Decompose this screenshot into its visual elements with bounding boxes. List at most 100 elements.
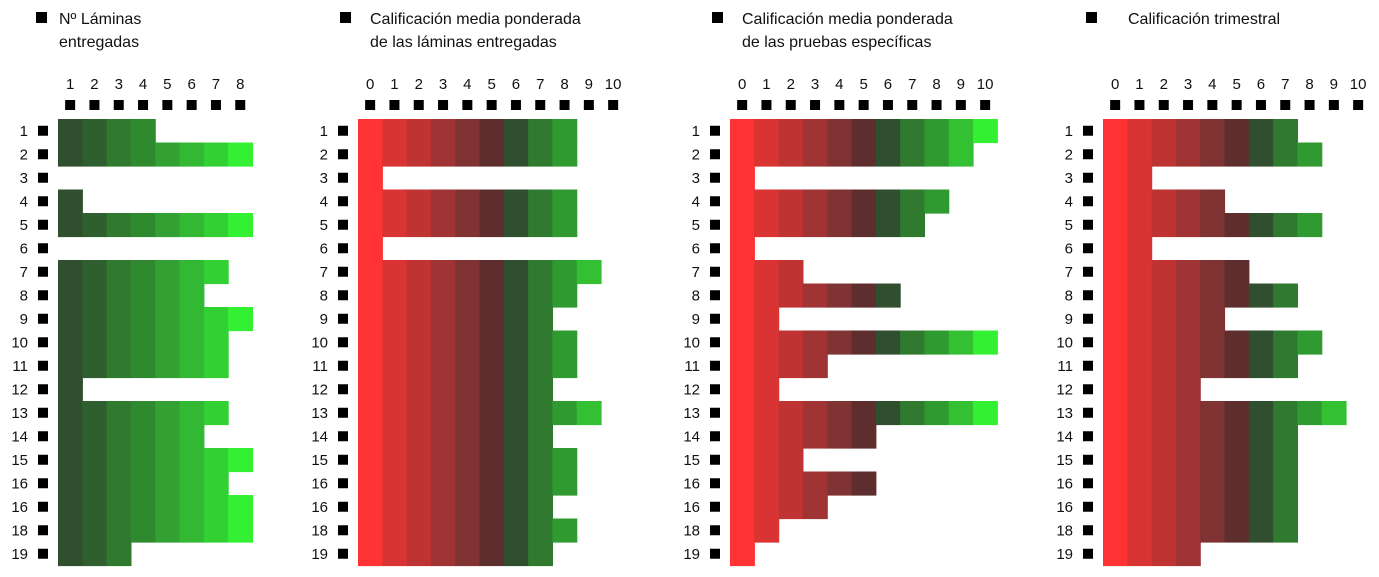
heatmap-cell [155, 354, 181, 379]
heatmap-cell [754, 424, 780, 449]
heatmap-cell [58, 260, 83, 285]
heatmap-cell [778, 213, 804, 238]
heatmap-cell [1224, 119, 1250, 144]
heatmap-cell [430, 213, 456, 238]
row-label: 16 [1056, 475, 1073, 492]
heatmap-cell [900, 119, 925, 144]
column-label: 3 [811, 76, 819, 93]
heatmap-cell [430, 471, 456, 496]
heatmap-cell [203, 330, 229, 355]
column-marker [413, 100, 424, 110]
heatmap-cell [1248, 495, 1274, 520]
heatmap-cell [455, 330, 481, 355]
column-marker [882, 100, 893, 110]
column-marker [761, 100, 772, 110]
column-marker [834, 100, 845, 110]
heatmap-cell [1273, 354, 1298, 379]
heatmap-cell [503, 424, 529, 449]
row-marker [38, 243, 48, 254]
row-marker [338, 384, 348, 395]
heatmap-cell [406, 401, 432, 426]
row-label: 13 [311, 405, 328, 422]
heatmap-cell [552, 471, 578, 496]
heatmap-cell [802, 495, 828, 520]
heatmap-cell [528, 377, 553, 402]
heatmap-cell [528, 307, 553, 332]
heatmap-cell [778, 330, 804, 355]
heatmap-cell [58, 213, 83, 238]
row-label: 9 [20, 311, 28, 328]
row-label: 5 [20, 217, 28, 234]
row-label: 2 [20, 146, 28, 163]
row-marker [1083, 407, 1093, 418]
heatmap-cell [1103, 283, 1128, 308]
row-marker [1083, 125, 1093, 136]
heatmap-cell [1248, 213, 1274, 238]
row-label: 13 [11, 405, 28, 422]
heatmap-cell [479, 142, 505, 167]
heatmap-cell [1103, 542, 1128, 567]
heatmap-cell [1200, 189, 1226, 214]
heatmap-cell [58, 542, 83, 567]
heatmap-cell [106, 471, 132, 496]
heatmap-cell [155, 283, 181, 308]
heatmap-cell [924, 330, 950, 355]
heatmap-cell [82, 424, 108, 449]
row-label: 16 [11, 499, 28, 516]
heatmap-cell [552, 260, 578, 285]
row-label: 10 [11, 334, 28, 351]
heatmap-cell [802, 283, 828, 308]
heatmap-cell [778, 401, 804, 426]
heatmap-cell [382, 260, 408, 285]
heatmap-cell [552, 142, 578, 167]
column-marker [608, 100, 619, 110]
heatmap-cell [730, 213, 755, 238]
heatmap-cell [406, 330, 432, 355]
panel-title-line: de las pruebas específicas [742, 34, 931, 51]
heatmap-cell [203, 213, 229, 238]
heatmap-cell [358, 236, 383, 261]
heatmap-cell [973, 119, 998, 144]
row-marker [710, 243, 720, 254]
heatmap-cell [106, 518, 132, 543]
heatmap-cell [730, 448, 755, 473]
row-marker [710, 384, 720, 395]
heatmap-cell [455, 142, 481, 167]
heatmap-cell [528, 283, 553, 308]
heatmap-cell [455, 213, 481, 238]
row-marker [338, 337, 348, 348]
heatmap-cell [455, 260, 481, 285]
heatmap-cell [179, 401, 205, 426]
heatmap-cell [948, 142, 974, 167]
heatmap-cell [106, 307, 132, 332]
row-marker [338, 125, 348, 136]
heatmap-cell [1200, 424, 1226, 449]
heatmap-cell [382, 542, 408, 567]
heatmap-cell [754, 213, 780, 238]
heatmap-cell [1127, 213, 1153, 238]
column-label: 2 [415, 76, 423, 93]
column-marker [1328, 100, 1339, 110]
column-label: 10 [1350, 76, 1367, 93]
heatmap-cell [754, 119, 780, 144]
row-marker [1083, 501, 1093, 512]
heatmap-cell [358, 424, 383, 449]
heatmap-cell [406, 354, 432, 379]
heatmap-cell [382, 424, 408, 449]
heatmap-cell [479, 495, 505, 520]
heatmap-cell [406, 283, 432, 308]
heatmap-cell [58, 401, 83, 426]
row-label: 5 [1065, 217, 1073, 234]
row-marker [38, 172, 48, 183]
row-marker [338, 407, 348, 418]
row-label: 6 [20, 240, 28, 257]
heatmap-cell [82, 213, 108, 238]
heatmap-cell [754, 307, 780, 332]
heatmap-cell [106, 354, 132, 379]
column-label: 1 [1135, 76, 1143, 93]
row-marker [710, 454, 720, 465]
heatmap-cell [1151, 330, 1177, 355]
row-marker [338, 243, 348, 254]
row-label: 8 [320, 287, 328, 304]
column-label: 3 [115, 76, 123, 93]
